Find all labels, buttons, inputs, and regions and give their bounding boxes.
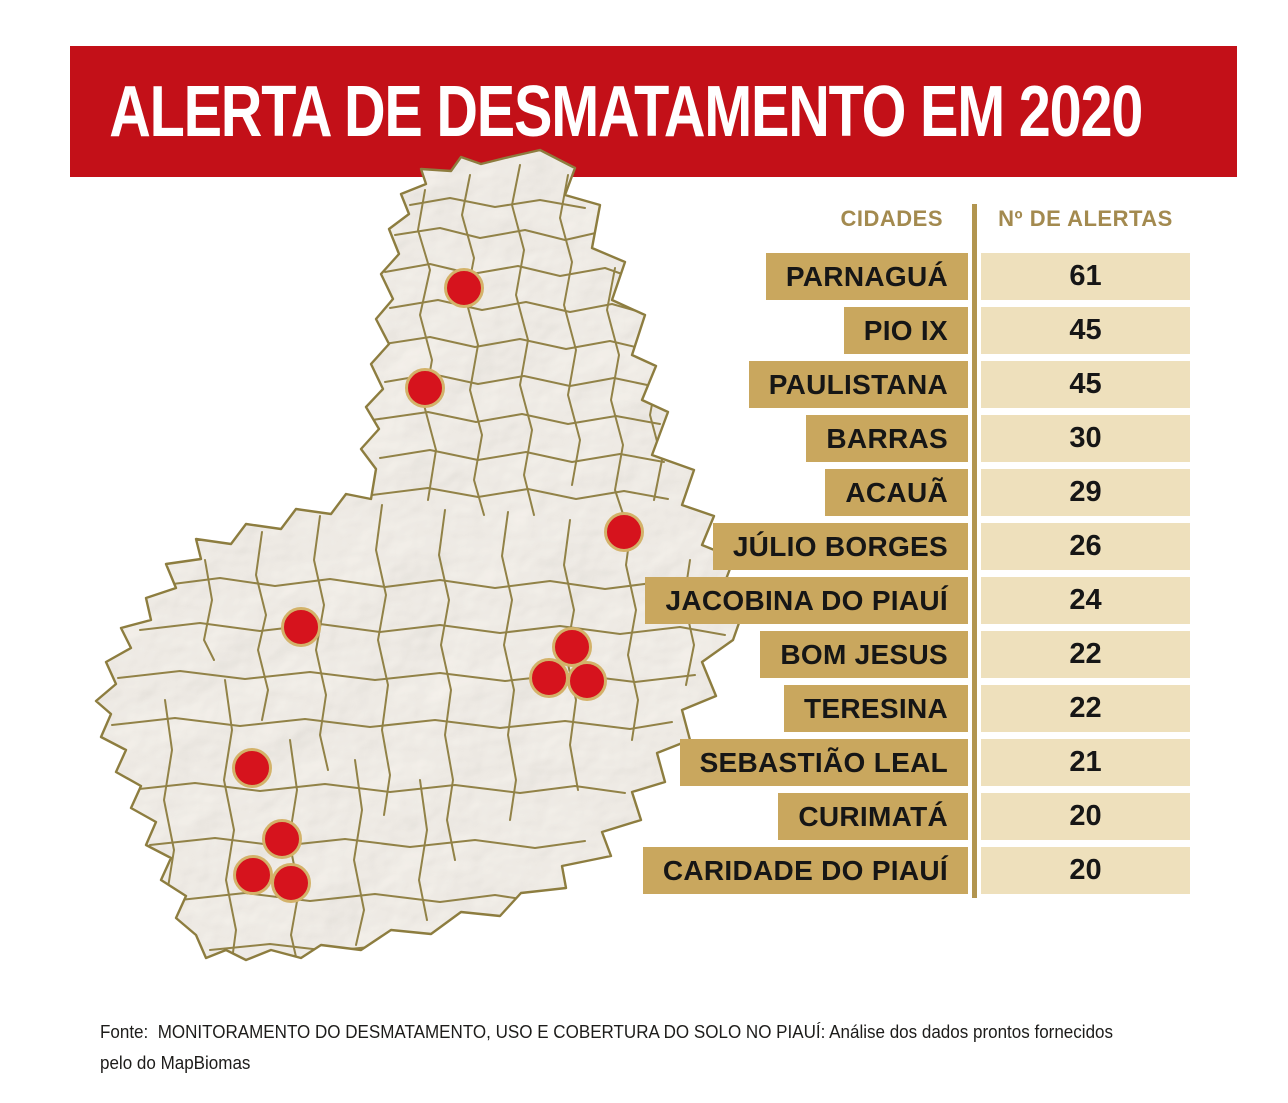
column-divider xyxy=(972,204,977,898)
alert-dots-layer xyxy=(232,268,644,903)
table-row: PAULISTANA 45 xyxy=(0,361,1288,408)
table-row: ACAUÃ 29 xyxy=(0,469,1288,516)
alerts-count-cell: 30 xyxy=(981,415,1190,462)
city-cell: PAULISTANA xyxy=(748,361,968,408)
column-header-alerts: Nº DE ALERTAS xyxy=(998,206,1173,231)
alerts-count-cell: 22 xyxy=(981,685,1190,732)
table-row: BARRAS 30 xyxy=(0,415,1288,462)
alerts-count-cell: 21 xyxy=(981,739,1190,786)
city-cell: JACOBINA DO PIAUÍ xyxy=(645,577,968,624)
table-row: BOM JESUS 22 xyxy=(0,631,1288,678)
alerts-count-cell: 26 xyxy=(981,523,1190,570)
alerts-count-cell: 20 xyxy=(981,793,1190,840)
page-title: ALERTA DE DESMATAMENTO EM 2020 xyxy=(109,71,1143,152)
alert-dot xyxy=(271,863,311,903)
municipal-boundaries xyxy=(111,164,741,960)
table-row: PARNAGUÁ 61 xyxy=(0,253,1288,300)
alert-dot xyxy=(233,855,273,895)
city-cell: SEBASTIÃO LEAL xyxy=(679,739,968,786)
alert-dot xyxy=(405,368,445,408)
source-text-line1: MONITORAMENTO DO DESMATAMENTO, USO E COB… xyxy=(157,1021,1114,1042)
alerts-count-cell: 29 xyxy=(981,469,1190,516)
city-cell: ACAUÃ xyxy=(825,469,968,516)
table-row: JACOBINA DO PIAUÍ 24 xyxy=(0,577,1288,624)
alert-dot xyxy=(444,268,484,308)
city-cell: PIO IX xyxy=(843,307,968,354)
source-label: Fonte: xyxy=(100,1021,149,1042)
alert-dot xyxy=(281,607,321,647)
alerts-count-cell: 61 xyxy=(981,253,1190,300)
state-border xyxy=(94,148,747,962)
table-row: PIO IX 45 xyxy=(0,307,1288,354)
source-text-line2: pelo do MapBiomas xyxy=(100,1052,251,1073)
alerts-count-cell: 45 xyxy=(981,361,1190,408)
alert-dot xyxy=(567,661,607,701)
table-row: CURIMATÁ 20 xyxy=(0,793,1288,840)
alert-dot xyxy=(232,748,272,788)
alerts-count-cell: 20 xyxy=(981,847,1190,894)
table-row: JÚLIO BORGES 26 xyxy=(0,523,1288,570)
table-row: CARIDADE DO PIAUÍ 20 xyxy=(0,847,1288,894)
alerts-count-cell: 22 xyxy=(981,631,1190,678)
headline-banner: ALERTA DE DESMATAMENTO EM 2020 xyxy=(70,46,1237,177)
city-cell: CURIMATÁ xyxy=(778,793,968,840)
city-cell: JÚLIO BORGES xyxy=(712,523,968,570)
alerts-count-cell: 45 xyxy=(981,307,1190,354)
alert-dot xyxy=(262,819,302,859)
city-cell: TERESINA xyxy=(784,685,968,732)
city-cell: PARNAGUÁ xyxy=(765,253,968,300)
source-note: Fonte: MONITORAMENTO DO DESMATAMENTO, US… xyxy=(100,1016,1213,1078)
alert-dot xyxy=(604,512,644,552)
city-cell: BOM JESUS xyxy=(760,631,968,678)
table-row: TERESINA 22 xyxy=(0,685,1288,732)
city-cell: CARIDADE DO PIAUÍ xyxy=(642,847,968,894)
column-header-cities: CIDADES xyxy=(840,206,943,231)
city-cell: BARRAS xyxy=(806,415,968,462)
alert-dot xyxy=(552,627,592,667)
alerts-count-cell: 24 xyxy=(981,577,1190,624)
table-row: SEBASTIÃO LEAL 21 xyxy=(0,739,1288,786)
